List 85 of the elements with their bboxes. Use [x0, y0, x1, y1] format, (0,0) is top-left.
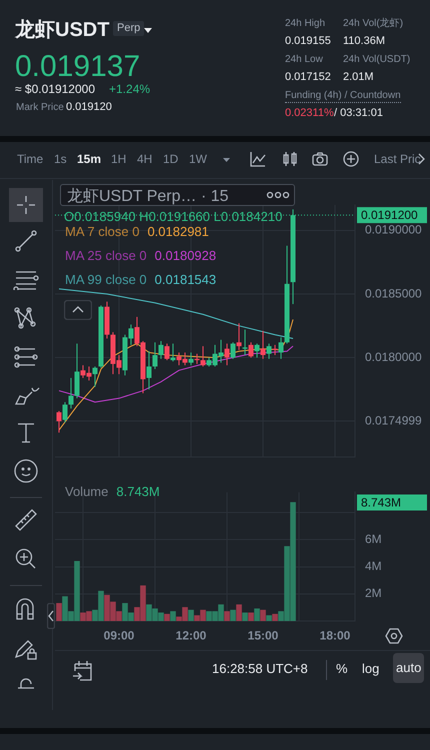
text: 1s [54, 152, 67, 166]
x-tick-label: 09:00 [104, 628, 135, 643]
y-tick-label: 2M [365, 586, 382, 600]
x-tick-label: 12:00 [176, 628, 207, 643]
bar [248, 612, 254, 621]
chart-title: 龙虾USDT Perp… · 15 [67, 186, 229, 207]
bar [236, 604, 242, 621]
text: 0.02311% [285, 107, 334, 120]
text: 0.017152 [285, 71, 331, 84]
text: 24h Vol(龙虾) [343, 18, 404, 30]
bar [188, 610, 194, 621]
candlestick [272, 344, 278, 356]
text: 1H [111, 152, 126, 166]
candlestick [260, 330, 266, 360]
bar [230, 610, 236, 621]
candlestick [146, 350, 152, 390]
text: 1D [163, 152, 178, 166]
annotation: 0.0181543 [154, 272, 216, 287]
candlestick [254, 343, 260, 358]
bar [170, 611, 176, 621]
text: Mark Price [16, 102, 64, 114]
y-tick-label: 0.0190000 [365, 222, 422, 237]
candlestick [152, 342, 158, 370]
text: 24h Vol(USDT) [343, 54, 410, 66]
text: 24h Low [285, 54, 323, 66]
text: 24h High [285, 18, 326, 30]
text: 110.36M [343, 35, 385, 48]
text: 0.019137 [15, 49, 140, 84]
text: log [362, 661, 380, 677]
text: auto [393, 653, 424, 683]
bar [266, 615, 272, 621]
candlestick [248, 342, 254, 358]
text: 0.019155 [285, 35, 331, 48]
bar [164, 614, 170, 621]
bar [242, 612, 248, 621]
text: MA 7 close 0 [65, 224, 140, 239]
candlestick [236, 322, 242, 350]
series-label: MA 99 close 0 [65, 272, 147, 287]
bar [260, 610, 266, 621]
x-tick-label: 15:00 [248, 628, 279, 643]
annotation: 0.0182981 [147, 224, 209, 239]
candlestick [158, 340, 164, 360]
y-tick-label: 6M [365, 532, 382, 546]
candlestick [200, 346, 206, 368]
bar [224, 611, 230, 621]
candlestick [164, 343, 170, 361]
chart-subtitle: O0.0185940 H0.0191660 L0.0184210 [64, 209, 282, 224]
text: 8.743M [361, 495, 402, 510]
text: Perp [113, 21, 144, 36]
candlestick [188, 352, 194, 366]
candlestick [92, 366, 98, 388]
candlestick [230, 342, 236, 360]
y-tick-label: 4M [365, 559, 382, 574]
candlestick [170, 343, 176, 362]
text: 1W [189, 152, 207, 166]
annotation: 0.0180928 [154, 248, 216, 263]
candlestick [62, 402, 68, 423]
candlestick [266, 343, 272, 360]
text: 龙虾USDT [15, 18, 110, 43]
text: ≈ $0.01912000 [15, 82, 95, 96]
text: Time [17, 152, 44, 166]
candlestick [56, 410, 62, 434]
chart-subtitle: 8.743M [116, 484, 160, 499]
bar [272, 614, 278, 621]
text: 15m [77, 152, 102, 166]
chart-title: Volume [65, 484, 108, 499]
text: 16:28:58 UTC+8 [212, 661, 308, 677]
y-tick-label: 0.0185000 [365, 286, 422, 300]
candlestick [278, 336, 284, 360]
candlestick [68, 377, 74, 409]
bar [254, 608, 260, 621]
text: 0.019120 [66, 101, 112, 114]
text: Funding (4h) / Countdown [285, 90, 401, 103]
text: / 03:31:01 [334, 107, 383, 120]
text: 2.01M [343, 71, 374, 84]
text: % [336, 661, 348, 677]
text: MA 25 close 0 [65, 248, 147, 263]
text: 4H [137, 152, 152, 166]
y-tick-label: 0.0180000 [365, 350, 422, 364]
ref-line-label: 0.0191200 [361, 208, 418, 222]
text: Last Pric [374, 152, 421, 166]
candlestick [224, 343, 230, 366]
y-tick-label: 0.0174999 [365, 414, 422, 428]
x-tick-label: 18:00 [320, 628, 351, 643]
text: +1.24% [109, 82, 150, 96]
